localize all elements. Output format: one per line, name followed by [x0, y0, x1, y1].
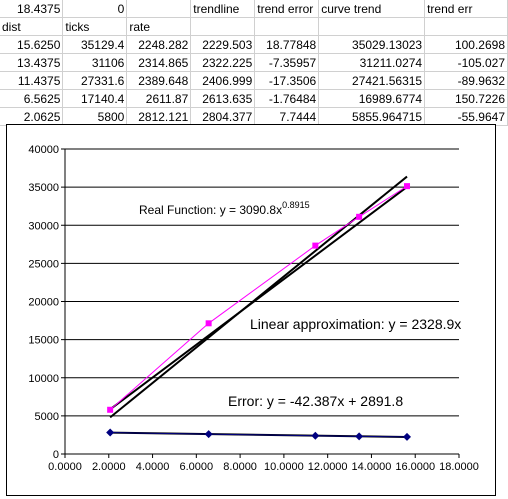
y-tick-label: 10000 [28, 373, 59, 385]
y-tick-label: 30000 [28, 220, 59, 232]
sheet-cell[interactable]: 18.77848 [254, 35, 320, 54]
chart-svg: 0 5000 10000 15000 20000 25000 30000 35000 40000… [28, 144, 479, 473]
sheet-cell[interactable]: ticks [62, 17, 128, 36]
sheet-cell[interactable]: rate [126, 17, 192, 36]
sheet-cell[interactable]: 2389.648 [126, 71, 192, 90]
sheet-cell[interactable]: 11.4375 [0, 71, 64, 90]
chart-area[interactable]: 0 5000 10000 15000 20000 25000 30000 35000 40000… [6, 124, 496, 496]
data-point-ticks[interactable] [404, 183, 411, 190]
sheet-cell[interactable]: 2804.377 [190, 107, 256, 126]
sheet-row: 15.6250 35129.4 2248.282 2229.503 18.77848 35… [0, 35, 508, 54]
data-point-ticks[interactable] [107, 406, 114, 413]
sheet-cell[interactable] [254, 17, 320, 36]
sheet-cell[interactable]: 5800 [62, 107, 128, 126]
annotation-error: Error: y = -42.387x + 2891.8 [228, 393, 403, 409]
y-tick-label: 20000 [28, 297, 59, 309]
sheet-row: dist ticks rate [0, 17, 508, 36]
y-tick-label: 35000 [28, 182, 59, 194]
x-tick-label: 18.0000 [439, 461, 479, 473]
x-tick-label: 10.0000 [264, 461, 304, 473]
sheet-cell[interactable]: trend err [424, 0, 508, 18]
sheet-cell[interactable]: 2611.87 [126, 89, 192, 108]
sheet-cell[interactable]: -55.9647 [424, 107, 508, 126]
x-tick-label: 12.0000 [308, 461, 348, 473]
sheet-cell[interactable]: 18.4375 [0, 0, 64, 18]
sheet-cell[interactable]: 2613.635 [190, 89, 256, 108]
sheet-cell[interactable]: -105.027 [424, 53, 508, 72]
sheet-cell[interactable]: 35029.13023 [318, 35, 426, 54]
sheet-cell[interactable]: 16989.6774 [318, 89, 426, 108]
sheet-cell[interactable]: 2229.503 [190, 35, 256, 54]
y-tick-label: 5000 [35, 411, 59, 423]
y-tick-label: 25000 [28, 258, 59, 270]
sheet-cell[interactable]: 150.7226 [424, 89, 508, 108]
sheet-cell[interactable]: -1.76484 [254, 89, 320, 108]
trendline-power [109, 186, 408, 411]
sheet-cell[interactable]: 100.2698 [424, 35, 508, 54]
sheet-cell[interactable]: 27331.6 [62, 71, 128, 90]
sheet-cell[interactable] [424, 17, 508, 36]
annotation-linear-approx: Linear approximation: y = 2328.9x [250, 316, 461, 332]
sheet-cell[interactable]: 2248.282 [126, 35, 192, 54]
x-tick-label: 0.0000 [48, 461, 82, 473]
data-point-rate[interactable] [355, 432, 364, 441]
sheet-cell[interactable]: -17.3506 [254, 71, 320, 90]
sheet-cell[interactable] [318, 17, 426, 36]
data-point-ticks[interactable] [356, 213, 363, 220]
y-tick-label: 0 [53, 449, 59, 461]
sheet-row: 11.4375 27331.6 2389.648 2406.999 -17.3506 27… [0, 71, 508, 90]
sheet-cell[interactable]: 2314.865 [126, 53, 192, 72]
sheet-cell[interactable]: 15.6250 [0, 35, 64, 54]
sheet-cell[interactable]: -7.35957 [254, 53, 320, 72]
sheet-cell[interactable] [190, 17, 256, 36]
x-tick-label: 16.0000 [395, 461, 435, 473]
data-point-rate[interactable] [403, 432, 412, 441]
data-point-rate[interactable] [106, 428, 115, 437]
sheet-cell[interactable]: -89.9632 [424, 71, 508, 90]
sheet-cell[interactable]: 2322.225 [190, 53, 256, 72]
sheet-row: 6.5625 17140.4 2611.87 2613.635 -1.76484 1698… [0, 89, 508, 108]
sheet-cell[interactable]: 2406.999 [190, 71, 256, 90]
data-point-ticks[interactable] [205, 320, 212, 327]
sheet-cell[interactable]: dist [0, 17, 64, 36]
annotation-real-function: Real Function: y = 3090.8x0.8915 [139, 200, 310, 217]
sheet-cell[interactable]: trendline [190, 0, 256, 18]
sheet-cell[interactable]: 31211.0274 [318, 53, 426, 72]
x-tick-label: 8.0000 [223, 461, 257, 473]
sheet-cell[interactable]: 6.5625 [0, 89, 64, 108]
x-tick-label: 4.0000 [136, 461, 170, 473]
y-tick-label: 40000 [28, 144, 59, 156]
sheet-row: 18.4375 0 trendline trend error curve trend t… [0, 0, 508, 18]
sheet-row: 2.0625 5800 2812.121 2804.377 7.7444 5855.964… [0, 107, 508, 126]
sheet-cell[interactable] [126, 0, 192, 18]
sheet-cell[interactable]: 2.0625 [0, 107, 64, 126]
sheet-cell[interactable]: 31106 [62, 53, 128, 72]
sheet-cell[interactable]: 35129.4 [62, 35, 128, 54]
sheet-cell[interactable]: 27421.56315 [318, 71, 426, 90]
sheet-cell[interactable]: 13.4375 [0, 53, 64, 72]
data-point-rate[interactable] [204, 430, 213, 439]
data-point-ticks[interactable] [312, 242, 319, 249]
sheet-cell[interactable]: 0 [62, 0, 128, 18]
sheet-cell[interactable]: 5855.964715 [318, 107, 426, 126]
sheet-row: 13.4375 31106 2314.865 2322.225 -7.35957 3121… [0, 53, 508, 72]
spreadsheet-grid: 18.4375 0 trendline trend error curve trend t… [0, 0, 508, 126]
sheet-cell[interactable]: 17140.4 [62, 89, 128, 108]
x-tick-label: 6.0000 [180, 461, 214, 473]
sheet-cell[interactable]: 7.7444 [254, 107, 320, 126]
data-point-rate[interactable] [311, 431, 320, 440]
x-tick-label: 2.0000 [92, 461, 126, 473]
sheet-cell[interactable]: curve trend [318, 0, 426, 18]
x-tick-label: 14.0000 [352, 461, 392, 473]
y-tick-label: 15000 [28, 335, 59, 347]
sheet-cell[interactable]: 2812.121 [126, 107, 192, 126]
sheet-cell[interactable]: trend error [254, 0, 320, 18]
